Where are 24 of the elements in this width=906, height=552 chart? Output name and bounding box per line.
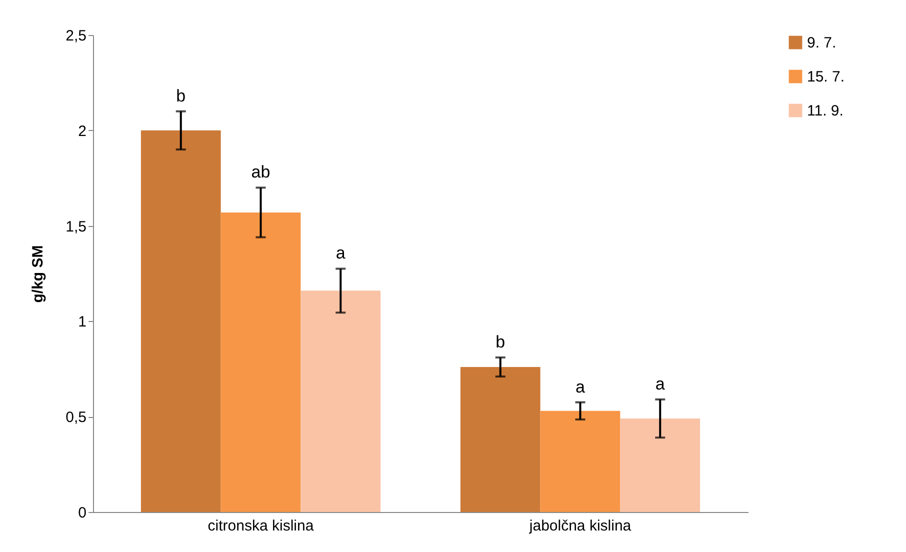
annotation: a xyxy=(576,377,586,396)
bar xyxy=(300,290,381,512)
bar xyxy=(620,418,700,512)
x-tick-label: citronska kislina xyxy=(208,518,314,534)
y-tick-label: 1 xyxy=(78,314,86,331)
bar xyxy=(220,212,301,512)
y-tick-label: 0,5 xyxy=(66,409,86,426)
annotation: ab xyxy=(251,162,270,182)
bar xyxy=(140,130,221,512)
annotation: a xyxy=(336,244,346,263)
y-tick-label: 2 xyxy=(78,122,86,140)
x-tick-label: jabolčna kislina xyxy=(528,518,632,534)
annotation: b xyxy=(176,86,186,106)
y-tick-label: 2,5 xyxy=(66,28,86,44)
y-axis-title: g/kg SM xyxy=(30,245,47,303)
annotation: b xyxy=(496,332,506,352)
legend-label: 9. 7. xyxy=(807,34,836,52)
bar xyxy=(460,366,540,512)
y-tick-label: 0 xyxy=(78,504,86,522)
legend-label: 15. 7. xyxy=(807,68,845,86)
y-tick-label: 1,5 xyxy=(66,218,86,236)
annotation: a xyxy=(655,374,666,394)
bar xyxy=(540,410,620,512)
legend-label: 11. 9. xyxy=(807,102,844,120)
